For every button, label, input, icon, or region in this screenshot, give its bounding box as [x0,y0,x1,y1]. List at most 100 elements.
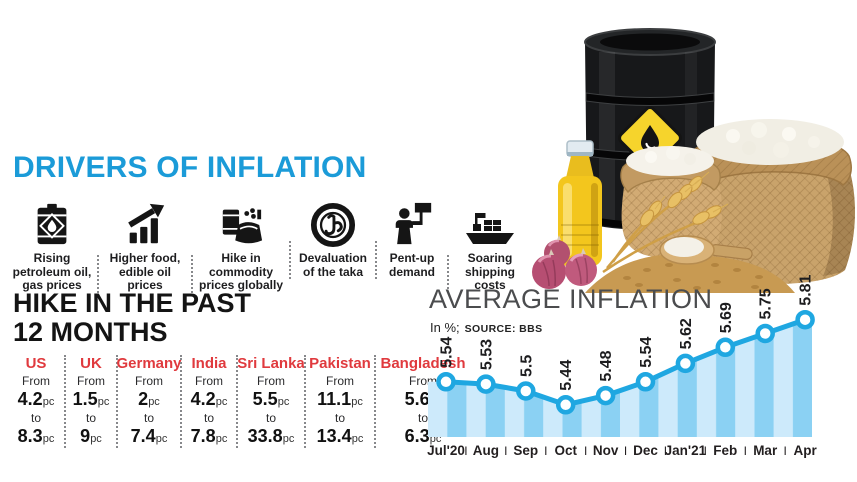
x-axis-month-label: Mar [753,443,778,458]
chart-subtitle: In %; SOURCE: BBS [430,319,543,337]
hike-title-line1: HIKE IN THE PAST [13,288,252,318]
country-column: UK From 1.5pc to 9pc [64,355,116,448]
cooking-oil-bottle [558,140,602,266]
wheat-stalks [602,171,729,274]
country-name: UK [80,355,102,372]
commodities-icon [216,196,266,248]
from-value: 1.5pc [72,389,110,410]
x-axis-month-label: Aug [473,443,499,458]
driver-item-5: Pent-up demand [375,196,448,280]
to-value: 6.3pc [404,426,442,447]
x-axis-separator: I [664,444,667,458]
country-name: Germany [116,355,182,372]
data-point-marker [755,323,775,344]
data-point-value-label: 5.62 [678,318,695,349]
to-label: to [417,410,428,425]
data-point-value-label: 5.54 [638,337,655,368]
x-axis-separator: I [544,444,547,458]
from-label: From [195,374,223,388]
x-axis-separator: I [504,444,507,458]
data-point-marker [555,395,576,415]
to-value: 7.4pc [130,426,168,447]
x-axis-month-label: Nov [593,443,619,458]
to-value: 33.8pc [247,426,295,447]
x-axis-separator: I [783,444,786,458]
driver-item-1: Rising petroleum oil, gas prices [6,196,98,293]
x-axis-month-label: Feb [713,443,737,458]
protest-sign-icon [389,196,435,248]
country-name: India [191,355,227,372]
red-onions [532,235,597,289]
x-axis-month-label: Sep [513,443,538,458]
drivers-title: DRIVERS OF INFLATION [13,151,367,184]
data-point-marker [795,309,815,330]
from-label: From [326,374,354,388]
to-label: to [143,410,154,425]
to-value: 7.8pc [190,426,228,447]
inflation-line [443,317,808,408]
data-point-value-label: 5.53 [478,339,495,370]
country-column: Sri Lanka From 5.5pc to 33.8pc [236,355,305,448]
from-value: 11.1pc [317,389,363,410]
driver-item-4: Devaluation of the taka [289,196,376,280]
country-column: Pakistan From 11.1pc to 13.4pc [304,355,374,448]
to-label: to [334,410,345,425]
data-point-value-label: 5.48 [598,350,615,381]
data-point-value-label: 5.44 [558,360,575,391]
driver-label: Higher food, edible oil prices [109,251,181,293]
data-point-marker [715,337,736,358]
country-column: India From 4.2pc to 7.8pc [180,355,236,448]
driver-label: Devaluation of the taka [298,251,367,279]
to-label: to [85,410,96,425]
drivers-row: Rising petroleum oil, gas prices Higher … [6,196,536,293]
data-point-value-label: 5.75 [758,288,775,319]
to-value: 9pc [80,426,102,447]
driver-item-6: Soaring shipping costs [447,196,532,293]
driver-label: Hike in commodity prices globally [198,251,284,293]
data-point-marker [635,372,656,392]
data-point-value-label: 5.69 [718,302,735,333]
growth-arrow-icon [122,196,168,248]
country-name: US [25,355,47,372]
x-axis-separator: I [464,444,467,458]
grain-pile [585,253,795,293]
data-point-marker [516,381,536,401]
from-label: From [77,374,105,388]
hike-section-title: HIKE IN THE PAST 12 MONTHS [13,288,252,348]
from-label: From [22,374,50,388]
data-point-value-label: 5.5 [518,355,535,377]
from-label: From [257,374,285,388]
from-value: 5.5pc [252,389,290,410]
x-axis-month-label: Jul'20 [427,443,465,458]
average-inflation-chart: 5.54 5.53 5.5 5.44 5.48 5.54 5.62 5.69 5.75 5.81 J… [427,274,817,458]
x-axis-separator: I [584,444,587,458]
driver-label: Pent-up demand [388,251,435,279]
driver-item-3: Hike in commodity prices globally [191,196,290,293]
to-label: to [30,410,41,425]
to-label: to [265,410,276,425]
oil-barrel-icon [29,196,75,248]
data-point-marker [476,374,496,394]
cargo-ship-icon [463,196,517,248]
hike-title-line2: 12 MONTHS [13,317,168,348]
driver-label: Rising petroleum oil, gas prices [12,251,92,293]
country-column: Germany From 2pc to 7.4pc [116,355,182,448]
from-value: 2pc [138,389,160,410]
to-value: 13.4pc [316,426,364,447]
to-label: to [203,410,214,425]
x-axis-month-label: Jan'21 [665,443,707,458]
data-point-value-label: 5.81 [798,274,815,305]
country-column: US From 4.2pc to 8.3pc [8,355,64,448]
from-label: From [135,374,163,388]
country-name: Bangladesh [380,355,466,372]
chart-source-label: SOURCE: BBS [464,323,543,335]
to-value: 8.3pc [17,426,55,447]
chart-units-label: In %; [430,320,460,335]
data-point-marker [675,353,696,374]
driver-label: Soaring shipping costs [465,251,515,293]
commodities-photo-illustration [532,28,855,293]
x-axis-separator: I [704,444,707,458]
striped-area-fill [428,319,812,437]
country-column: Bangladesh From 5.6pc to 6.3pc [374,355,470,448]
driver-item-2: Higher food, edible oil prices [97,196,192,293]
